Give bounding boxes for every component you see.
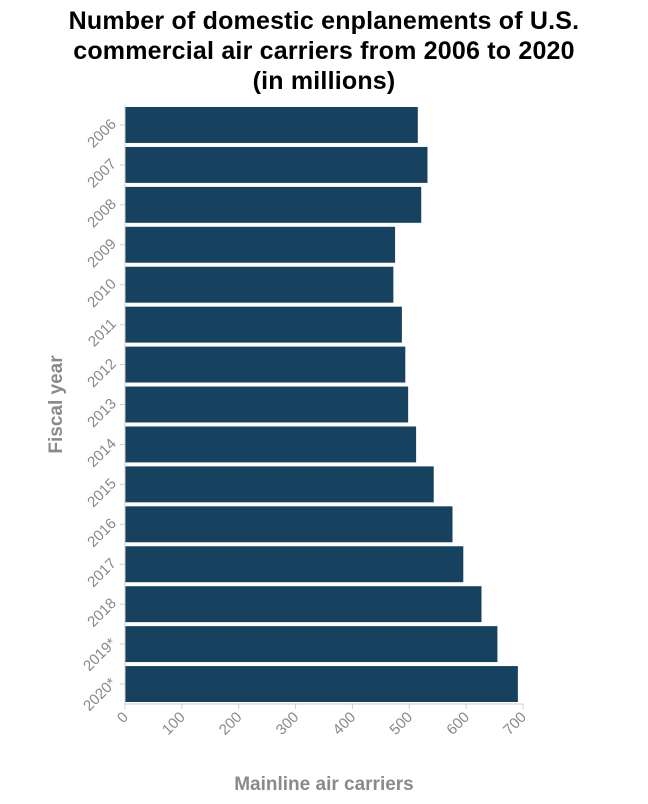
x-tick-label: 100 (159, 709, 189, 739)
bar-2020-star (125, 666, 518, 702)
bar-2011 (125, 306, 402, 343)
y-tick-label: 2013 (84, 395, 120, 431)
bar-2015 (125, 466, 434, 503)
x-tick-label: 200 (216, 709, 246, 739)
chart-title: Number of domestic enplanements of U.S. … (0, 6, 648, 96)
y-tick-label: 2020* (80, 675, 120, 715)
y-tick-label: 2008 (84, 196, 120, 232)
bar-2016 (125, 506, 453, 543)
x-axis-title: Mainline air carriers (234, 774, 414, 795)
y-tick-label: 2016 (84, 515, 120, 551)
y-tick-label: 2006 (84, 116, 120, 152)
x-tick-label: 700 (500, 709, 530, 739)
bar-2013 (125, 386, 409, 423)
bar-2014 (125, 426, 417, 463)
bar-2009 (125, 226, 396, 263)
y-axis-title: Fiscal year (46, 355, 67, 454)
y-tick-label: 2012 (84, 355, 120, 391)
y-tick-label: 2010 (84, 276, 120, 312)
y-tick-label: 2009 (84, 236, 120, 272)
x-axis: 0 100 200 300 400 500 600 700 (114, 703, 530, 739)
chart-title-line-1: Number of domestic enplanements of U.S. (68, 7, 580, 35)
x-tick-label: 600 (443, 709, 473, 739)
bar-2010 (125, 266, 394, 303)
bar-2017 (125, 546, 464, 583)
bar-2012 (125, 346, 406, 383)
y-tick-label: 2011 (85, 315, 120, 350)
y-tick-label: 2017 (84, 555, 120, 591)
y-tick-label: 2015 (84, 475, 120, 511)
x-tick-label: 0 (114, 709, 132, 727)
bar-2019-star (125, 626, 498, 663)
bar-2008 (125, 186, 422, 223)
bar-2006 (125, 107, 418, 143)
y-tick-label: 2019* (80, 635, 120, 675)
bar-2007 (125, 146, 428, 183)
x-tick-label: 400 (330, 709, 360, 739)
x-tick-label: 500 (386, 709, 416, 739)
y-tick-label: 2007 (84, 156, 120, 192)
y-tick-label: 2018 (84, 595, 120, 631)
chart-title-line-2: commercial air carriers from 2006 to 202… (73, 37, 575, 65)
x-tick-label: 300 (273, 709, 303, 739)
chart-title-line-3: (in millions) (252, 67, 396, 95)
bar-2018 (125, 586, 482, 623)
plot-area (125, 107, 518, 702)
y-tick-label: 2014 (84, 435, 120, 471)
